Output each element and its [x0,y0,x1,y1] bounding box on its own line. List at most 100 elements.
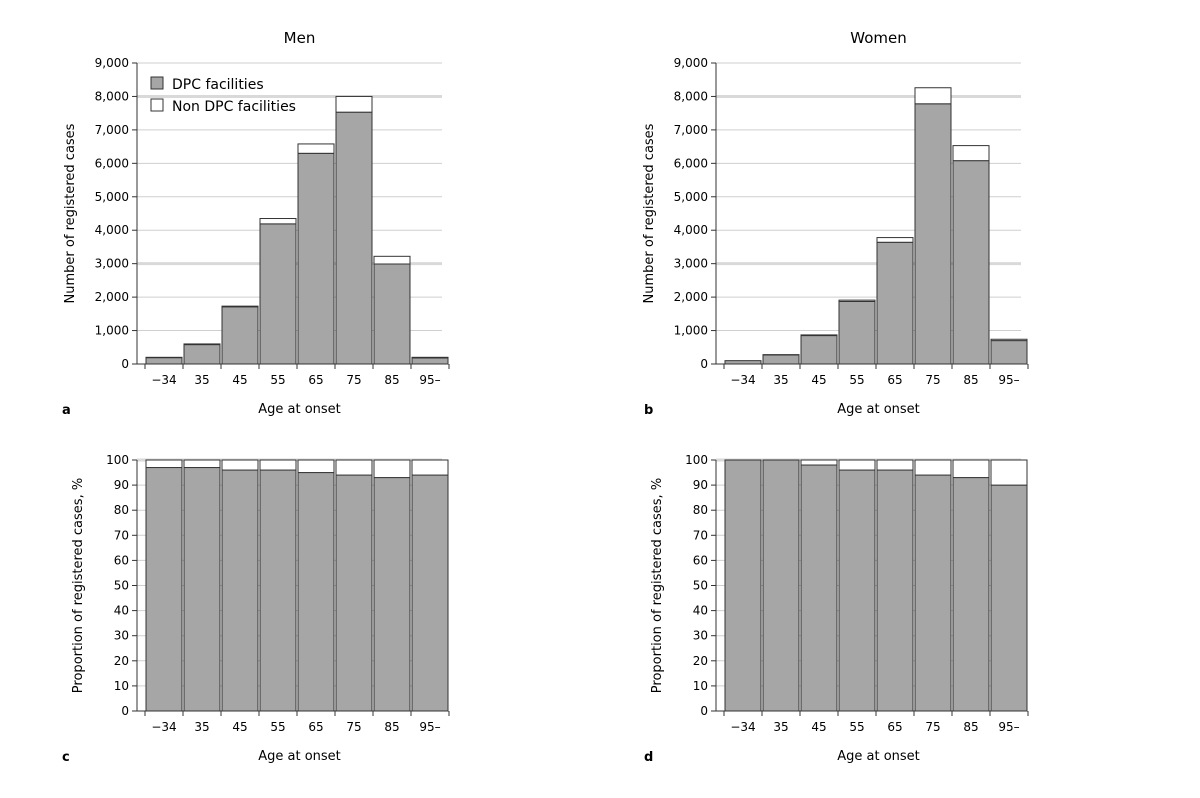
x-tick-label: 75 [346,373,361,387]
bar-dpc [373,263,411,365]
bar-non-dpc [411,356,449,359]
panel-title: Women [850,29,906,47]
y-tick-label: 90 [114,478,129,492]
y-tick-label: 2,000 [95,290,129,304]
x-tick-label: 65 [887,720,902,734]
bar-non-dpc [221,459,259,471]
bar-dpc [145,467,183,712]
panel-letter: d [644,750,653,765]
bar-dpc [183,344,221,365]
x-tick-label: 75 [346,720,361,734]
x-axis-label: Age at onset [837,402,920,417]
bar-non-dpc [297,459,335,474]
y-tick-label: 5,000 [674,190,708,204]
legend-label-non-dpc: Non DPC facilities [172,99,296,115]
y-tick-label: 40 [693,604,708,618]
y-tick-label: 80 [693,503,708,517]
bar-non-dpc [990,338,1028,342]
bar-dpc [724,459,762,712]
bar-dpc [876,469,914,712]
y-axis-label: Number of registered cases [63,123,78,303]
y-tick-label: 20 [114,654,129,668]
y-tick-label: 70 [114,528,129,542]
bar-non-dpc [335,459,373,476]
bar-non-dpc [838,299,876,302]
y-tick-label: 50 [693,579,708,593]
x-tick-label: 35 [194,720,209,734]
x-tick-label: 95– [419,373,440,387]
bar-non-dpc [221,305,259,308]
y-tick-label: 70 [693,528,708,542]
legend-label-dpc: DPC facilities [172,77,264,93]
legend-swatch-dpc [150,76,164,90]
y-axis-label: Proportion of registered cases, % [650,478,665,693]
y-tick-label: 0 [121,704,129,718]
bar-non-dpc [914,87,952,105]
y-tick-label: 8,000 [95,89,129,103]
panel-letter: b [644,403,653,418]
bar-non-dpc [800,459,838,466]
bar-dpc [221,306,259,365]
bar-dpc [411,357,449,365]
bar-non-dpc [335,95,373,113]
bar-dpc [762,354,800,365]
x-axis-label: Age at onset [258,749,341,764]
x-tick-label: 85 [384,373,399,387]
y-tick-label: 100 [685,453,708,467]
bar-dpc [952,160,990,365]
y-tick-label: 10 [114,679,129,693]
x-axis-label: Age at onset [258,402,341,417]
y-tick-label: 90 [693,478,708,492]
x-tick-label: 45 [232,373,247,387]
y-tick-label: 3,000 [95,257,129,271]
y-tick-label: 10 [693,679,708,693]
x-tick-label: −34 [151,720,176,734]
y-tick-label: 20 [693,654,708,668]
x-tick-label: −34 [730,720,755,734]
bar-non-dpc [876,459,914,471]
x-tick-label: 35 [773,720,788,734]
legend-swatch-non-dpc [150,98,164,112]
x-tick-label: −34 [730,373,755,387]
x-tick-label: 85 [963,720,978,734]
bar-dpc [838,469,876,712]
bar-dpc [838,300,876,365]
bar-dpc [259,469,297,712]
x-tick-label: 95– [998,720,1019,734]
x-tick-label: 95– [419,720,440,734]
bar-non-dpc [183,343,221,346]
x-tick-label: 55 [849,720,864,734]
bar-non-dpc [838,459,876,471]
bar-non-dpc [183,459,221,469]
bar-dpc [335,111,373,365]
x-tick-label: 55 [849,373,864,387]
y-tick-label: 4,000 [674,223,708,237]
bar-dpc [952,477,990,712]
y-axis-label: Proportion of registered cases, % [71,478,86,693]
y-tick-label: 50 [114,579,129,593]
bar-non-dpc [952,459,990,479]
panel-letter: a [62,403,71,418]
y-tick-label: 6,000 [95,156,129,170]
bar-non-dpc [990,459,1028,486]
bar-dpc [876,241,914,365]
y-tick-label: 3,000 [674,257,708,271]
bar-non-dpc [876,237,914,243]
y-tick-label: 100 [106,453,129,467]
bar-non-dpc [952,145,990,162]
bar-dpc [914,103,952,365]
y-axis-label: Number of registered cases [642,123,657,303]
x-tick-label: 75 [925,720,940,734]
y-tick-label: 7,000 [674,123,708,137]
bar-dpc [183,467,221,712]
y-tick-label: 60 [693,553,708,567]
panel-letter: c [62,750,70,765]
x-tick-label: 45 [811,373,826,387]
y-tick-label: 0 [700,704,708,718]
x-tick-label: 85 [384,720,399,734]
x-tick-label: 55 [270,720,285,734]
bar-dpc [800,335,838,365]
x-tick-label: 65 [887,373,902,387]
x-tick-label: 45 [232,720,247,734]
